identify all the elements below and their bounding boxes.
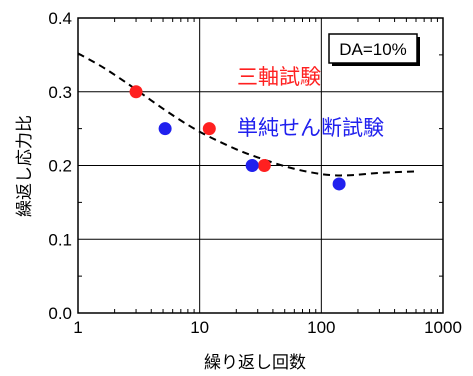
annotation-text: DA=10% xyxy=(339,40,407,59)
y-tick-label: 0.0 xyxy=(48,304,72,323)
y-tick-label: 0.3 xyxy=(48,83,72,102)
y-axis-title: 繰返し応力比 xyxy=(15,115,35,217)
axis-ticks: 1 10 100 1000 0.0 0.1 0.2 0.3 0.4 xyxy=(48,9,462,337)
series-label-simple-shear: 単純せん断試験 xyxy=(237,116,384,140)
simple-shear-point xyxy=(332,177,346,191)
plot-frame xyxy=(77,17,444,314)
triaxial-point xyxy=(257,159,271,172)
trend-line xyxy=(77,52,417,177)
series-label-triaxial: 三軸試験 xyxy=(237,65,321,89)
x-axis-title: 繰り返し回数 xyxy=(204,353,306,373)
x-tick-label: 100 xyxy=(307,318,335,337)
y-tick-label: 0.1 xyxy=(48,230,72,249)
annotation-box xyxy=(328,33,418,64)
triaxial-point xyxy=(129,85,143,99)
simple-shear-point xyxy=(245,159,259,172)
simple-shear-point xyxy=(158,122,172,136)
y-tick-label: 0.2 xyxy=(48,157,72,176)
x-tick-label: 1 xyxy=(73,318,82,337)
triaxial-point xyxy=(202,122,216,136)
y-tick-label: 0.4 xyxy=(48,9,72,28)
data-points xyxy=(129,85,346,191)
x-tick-label: 10 xyxy=(190,318,209,337)
x-tick-label: 1000 xyxy=(424,318,462,337)
